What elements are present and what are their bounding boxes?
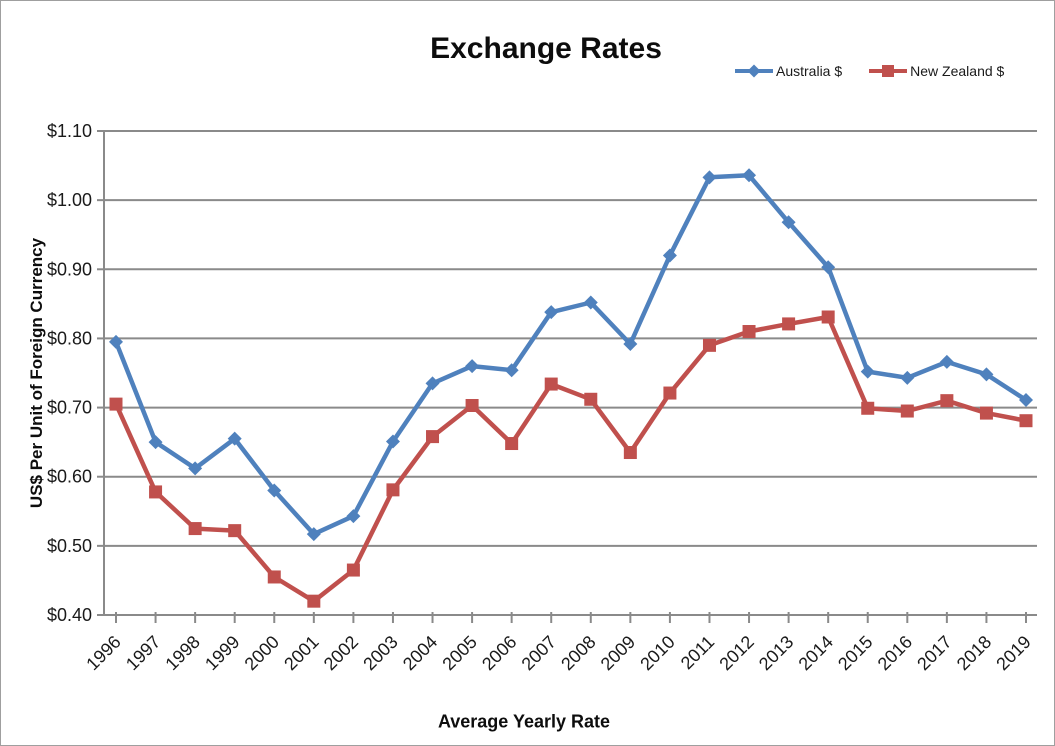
legend-label-australia: Australia $	[776, 63, 843, 79]
australia-series-sample-icon	[735, 64, 773, 78]
new-zealand-series-sample-icon	[869, 65, 908, 77]
y-tick-label: $0.90	[47, 259, 92, 279]
x-axis-title: Average Yearly Rate	[437, 711, 611, 732]
data-point-marker[interactable]	[425, 376, 440, 391]
data-point-marker[interactable]	[821, 260, 836, 275]
data-point-marker[interactable]	[781, 215, 796, 230]
data-point-marker[interactable]	[584, 392, 598, 406]
legend-item-new-zealand[interactable]: New Zealand $	[868, 63, 1004, 79]
data-point-marker[interactable]	[782, 317, 796, 331]
data-point-marker[interactable]	[662, 248, 677, 263]
x-tick-label: 2015	[834, 632, 876, 674]
data-point-marker[interactable]	[188, 461, 203, 476]
legend-label-new-zealand: New Zealand $	[910, 63, 1005, 79]
x-tick-label: 2013	[755, 632, 797, 674]
y-tick-label: $1.00	[47, 190, 92, 210]
data-point-marker[interactable]	[663, 386, 677, 400]
x-tick-label: 2009	[597, 632, 639, 674]
x-tick-label: 2003	[359, 632, 401, 674]
x-tick-label: 2016	[874, 632, 916, 674]
data-point-marker[interactable]	[346, 563, 360, 577]
chart-legend: Australia $ New Zealand $	[734, 63, 1004, 79]
data-point-marker[interactable]	[228, 524, 242, 538]
y-tick-label: $0.50	[47, 536, 92, 556]
x-tick-label: 2008	[557, 632, 599, 674]
data-point-marker[interactable]	[346, 509, 361, 524]
data-point-marker[interactable]	[188, 522, 202, 536]
data-point-marker[interactable]	[821, 310, 835, 324]
series-line-australia[interactable]	[113, 173, 1029, 537]
data-point-marker[interactable]	[742, 325, 756, 339]
data-point-marker[interactable]	[1019, 392, 1033, 407]
x-tick-label: 1996	[82, 632, 124, 674]
data-point-marker[interactable]	[149, 485, 163, 499]
data-point-marker[interactable]	[504, 363, 519, 378]
x-tick-label: 2014	[795, 632, 837, 674]
data-point-marker[interactable]	[109, 397, 123, 411]
data-point-marker[interactable]	[544, 305, 559, 320]
series-line-new-zealand[interactable]	[113, 314, 1029, 604]
x-tick-label: 2012	[715, 632, 757, 674]
data-point-marker[interactable]	[1019, 414, 1033, 428]
data-point-marker[interactable]	[505, 437, 519, 451]
data-point-marker[interactable]	[267, 570, 281, 584]
x-tick-label: 2007	[518, 632, 560, 674]
y-tick-label: $0.70	[47, 398, 92, 418]
x-tick-label: 2011	[677, 632, 719, 674]
data-point-marker[interactable]	[386, 483, 400, 497]
x-tick-label: 2001	[280, 632, 322, 674]
data-point-marker[interactable]	[742, 168, 757, 183]
x-tick-label: 2005	[438, 632, 480, 674]
x-tick-label: 2019	[992, 632, 1034, 674]
y-tick-label: $0.40	[47, 605, 92, 625]
x-tick-label: 1999	[201, 632, 243, 674]
data-point-marker[interactable]	[900, 370, 915, 385]
data-point-marker[interactable]	[465, 398, 479, 412]
x-tick-label: 1997	[122, 632, 164, 674]
data-point-marker[interactable]	[702, 338, 716, 352]
x-tick-label: 2006	[478, 632, 520, 674]
y-tick-label: $1.10	[47, 121, 92, 141]
data-point-marker[interactable]	[227, 431, 242, 446]
data-point-marker[interactable]	[860, 364, 875, 379]
chart-title: Exchange Rates	[430, 32, 662, 65]
data-point-marker[interactable]	[426, 430, 440, 444]
data-point-marker[interactable]	[940, 394, 954, 408]
x-tick-label: 2010	[636, 632, 678, 674]
x-tick-label: 2002	[320, 632, 362, 674]
data-point-marker[interactable]	[465, 359, 480, 374]
data-point-marker[interactable]	[702, 170, 717, 185]
data-point-marker[interactable]	[979, 367, 994, 382]
data-point-marker[interactable]	[583, 295, 598, 310]
y-axis-title: US$ Per Unit of Foreign Currency	[27, 237, 46, 509]
data-point-marker[interactable]	[861, 401, 875, 415]
data-point-marker[interactable]	[544, 377, 558, 391]
x-tick-label: 2017	[913, 632, 955, 674]
x-tick-label: 1998	[161, 632, 203, 674]
y-tick-label: $0.60	[47, 467, 92, 487]
data-point-marker[interactable]	[979, 406, 993, 420]
y-tick-label: $0.80	[47, 328, 92, 348]
data-point-marker[interactable]	[900, 404, 914, 418]
x-tick-label: 2004	[399, 632, 441, 674]
data-point-marker[interactable]	[623, 446, 637, 460]
data-point-marker[interactable]	[939, 354, 954, 369]
data-point-marker[interactable]	[385, 434, 400, 449]
data-point-marker[interactable]	[148, 435, 163, 450]
x-tick-label: 2000	[241, 632, 283, 674]
data-point-marker[interactable]	[267, 483, 282, 498]
x-tick-label: 2018	[953, 632, 995, 674]
data-point-marker[interactable]	[306, 527, 321, 542]
legend-item-australia[interactable]: Australia $	[734, 63, 842, 79]
data-point-marker[interactable]	[109, 334, 123, 349]
data-point-marker[interactable]	[307, 594, 321, 608]
data-point-marker[interactable]	[623, 336, 638, 351]
